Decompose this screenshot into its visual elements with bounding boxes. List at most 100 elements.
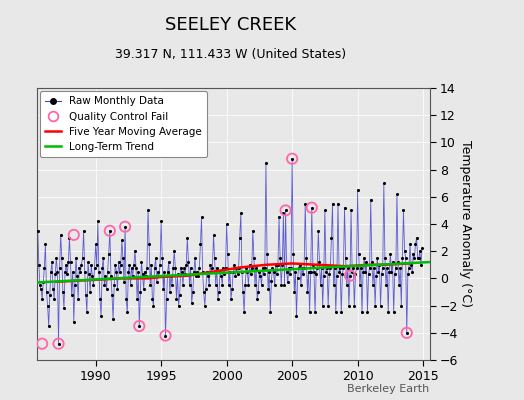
Point [219, 264, 227, 271]
Point [80, 228, 88, 234]
Point [343, 282, 351, 288]
Point [120, 279, 128, 286]
Point [73, 272, 81, 279]
Point [346, 272, 354, 279]
Point [70, 232, 78, 238]
Point [70, 319, 78, 325]
Point [162, 296, 171, 302]
Point [299, 271, 307, 278]
Point [232, 264, 241, 271]
Point [318, 264, 326, 271]
Point [281, 207, 290, 214]
Point [84, 259, 92, 265]
Point [217, 272, 225, 279]
Point [124, 268, 133, 275]
Point [114, 259, 123, 265]
Point [288, 156, 296, 162]
Point [130, 248, 139, 254]
Point [270, 282, 279, 288]
Point [322, 268, 330, 275]
Point [160, 268, 169, 275]
Point [416, 248, 424, 254]
Point [302, 255, 311, 261]
Point [344, 264, 352, 271]
Point [389, 309, 398, 316]
Point [379, 180, 388, 186]
Point [261, 160, 270, 166]
Point [97, 313, 105, 320]
Point [386, 251, 395, 257]
Point [263, 251, 271, 257]
Point [338, 271, 346, 278]
Point [394, 259, 402, 265]
Point [170, 248, 178, 254]
Point [40, 264, 49, 271]
Point [268, 264, 277, 271]
Point [68, 292, 76, 298]
Point [408, 268, 417, 275]
Point [166, 289, 174, 295]
Point [34, 228, 42, 234]
Point [366, 196, 375, 203]
Text: SEELEY CREEK: SEELEY CREEK [165, 16, 296, 34]
Point [233, 271, 242, 278]
Point [287, 264, 295, 271]
Point [135, 323, 144, 329]
Point [278, 262, 287, 268]
Point [144, 207, 152, 214]
Point [181, 271, 189, 278]
Point [77, 262, 85, 268]
Point [49, 286, 57, 292]
Point [308, 204, 316, 211]
Point [196, 241, 204, 248]
Point [201, 302, 209, 309]
Point [294, 264, 303, 271]
Point [149, 302, 158, 309]
Point [240, 309, 248, 316]
Point [346, 272, 354, 279]
Point [396, 264, 405, 271]
Point [134, 268, 143, 275]
Point [106, 228, 114, 234]
Point [301, 200, 309, 207]
Point [57, 232, 65, 238]
Point [98, 264, 106, 271]
Point [228, 286, 236, 292]
Point [407, 262, 416, 268]
Point [342, 255, 350, 261]
Point [372, 272, 380, 279]
Point [194, 272, 202, 279]
Point [151, 255, 160, 261]
Point [143, 264, 151, 271]
Point [378, 264, 387, 271]
Point [399, 207, 408, 214]
Point [417, 262, 425, 268]
Point [76, 268, 84, 275]
Point [230, 262, 238, 268]
Point [410, 255, 419, 261]
Point [266, 309, 275, 316]
Point [243, 268, 252, 275]
Point [235, 234, 244, 241]
Point [42, 289, 51, 295]
Point [112, 268, 121, 275]
Point [133, 296, 141, 302]
Point [71, 282, 79, 288]
Point [148, 296, 157, 302]
Point [225, 282, 233, 288]
Point [293, 275, 302, 282]
Point [340, 204, 348, 211]
Point [135, 323, 144, 329]
Point [78, 255, 86, 261]
Point [50, 296, 58, 302]
Point [127, 264, 136, 271]
Point [400, 248, 409, 254]
Point [384, 309, 392, 316]
Point [213, 264, 221, 271]
Point [94, 218, 102, 224]
Point [248, 228, 257, 234]
Point [349, 264, 357, 271]
Point [89, 282, 97, 288]
Point [108, 292, 116, 298]
Point [74, 296, 82, 302]
